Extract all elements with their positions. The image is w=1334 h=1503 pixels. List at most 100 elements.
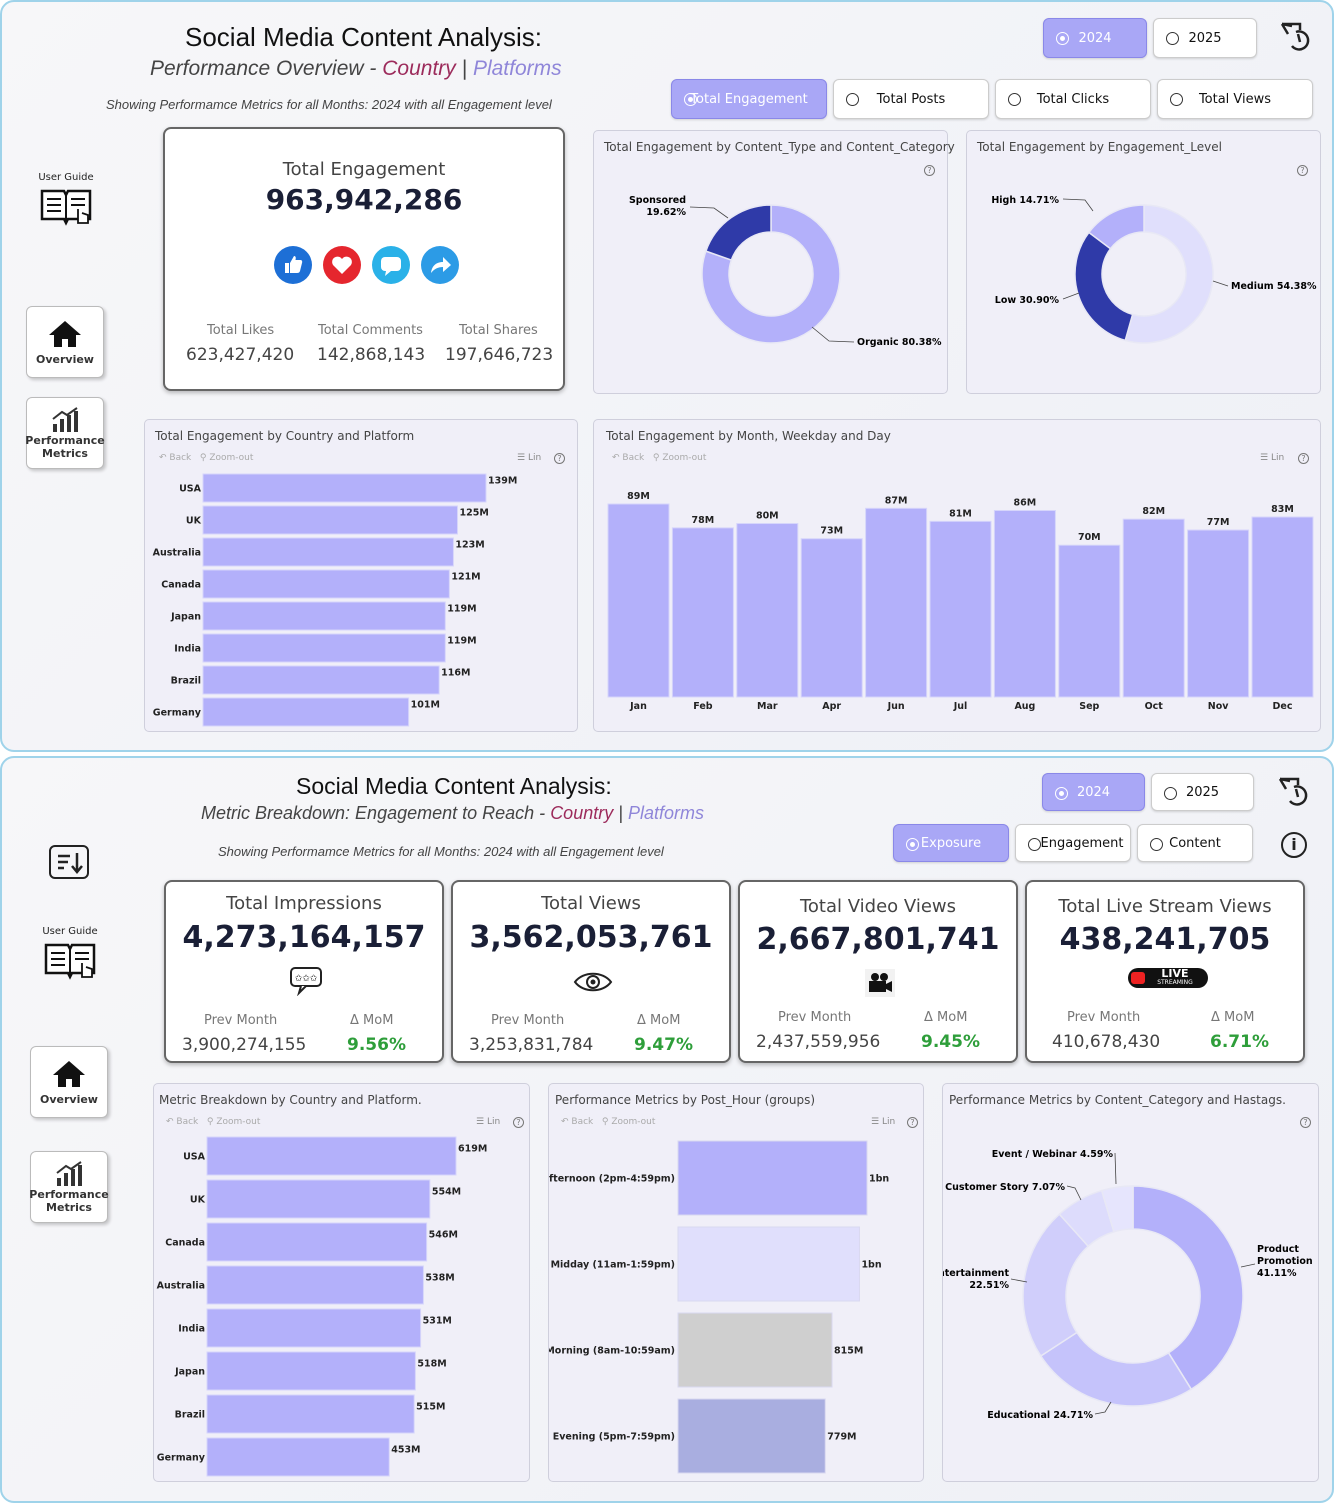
overview-nav-button[interactable]: Overview — [26, 306, 104, 378]
donut-label: Product — [1257, 1244, 1299, 1255]
category-label: Brazil — [175, 1410, 205, 1421]
comments-value: 142,868,143 — [317, 345, 426, 365]
bar-japan — [206, 1351, 416, 1391]
overview-nav-button[interactable]: Overview — [30, 1046, 108, 1118]
metric-total-views-button[interactable]: Total Views — [1157, 79, 1313, 119]
subtitle-country: Country — [550, 803, 614, 823]
svg-text:✩✩✩: ✩✩✩ — [295, 974, 318, 984]
value-label: 119M — [447, 636, 476, 647]
metric-total-clicks-button[interactable]: Total Clicks — [995, 79, 1151, 119]
country-bar-chart: USA 139M UK 125M Australia 123M Canada 121M Japa… — [153, 473, 517, 727]
help-icon[interactable]: ? — [554, 453, 565, 464]
bar-oct — [1122, 518, 1185, 698]
bar-australia — [206, 1265, 424, 1305]
value-label: 531M — [423, 1316, 452, 1327]
lin-toggle[interactable]: ☰ Lin — [517, 453, 542, 463]
category-label: Germany — [157, 1453, 206, 1464]
donut-slice-low — [1074, 231, 1134, 342]
value-label: 116M — [441, 668, 470, 679]
lin-toggle[interactable]: ☰ Lin — [871, 1117, 896, 1127]
category-label: Feb — [693, 701, 713, 712]
zoom-out-button[interactable]: ⚲ Zoom-out — [601, 1117, 656, 1127]
donut-label: Promotion — [1257, 1256, 1313, 1267]
donut-label: Medium 54.38% — [1231, 281, 1317, 292]
value-label: 70M — [1078, 532, 1101, 543]
year-2025-button[interactable]: 2025 — [1153, 18, 1257, 58]
subtitle-prefix: Metric Breakdown: Engagement to Reach - — [201, 803, 546, 823]
exposure-button[interactable]: Exposure — [893, 824, 1009, 862]
category-label: Australia — [157, 1281, 205, 1292]
overview-page: Social Media Content Analysis: Performan… — [0, 0, 1334, 752]
zoom-out-button[interactable]: ⚲ Zoom-out — [652, 453, 707, 463]
reset-icon[interactable] — [1278, 20, 1316, 54]
year-2024-button[interactable]: 2024 — [1042, 773, 1145, 811]
bar-usa — [206, 1136, 457, 1176]
metrics-page: Social Media Content Analysis: Metric Br… — [0, 756, 1334, 1503]
lin-toggle[interactable]: ☰ Lin — [1260, 453, 1285, 463]
help-icon[interactable]: ? — [924, 165, 935, 176]
category-label: Oct — [1145, 701, 1164, 712]
month-panel: Total Engagement by Month, Weekday and D… — [593, 419, 1321, 732]
lin-toggle[interactable]: ☰ Lin — [476, 1117, 501, 1127]
back-button[interactable]: ↶ Back — [159, 453, 192, 463]
help-icon[interactable]: ? — [1298, 453, 1309, 464]
filter-note: Showing Performamce Metrics for all Mont… — [218, 844, 664, 859]
radio-icon — [1028, 838, 1041, 851]
help-icon[interactable]: ? — [907, 1117, 918, 1128]
donut-slice-medium — [1124, 204, 1214, 344]
category-label: Apr — [822, 701, 841, 712]
reaction-icons — [274, 246, 459, 284]
page-subtitle: Performance Overview - Country | Platfor… — [150, 57, 562, 81]
radio-icon — [684, 93, 697, 106]
year-2025-button[interactable]: 2025 — [1151, 773, 1254, 811]
chart-growth-icon — [56, 1161, 82, 1186]
info-icon[interactable]: i — [1281, 832, 1307, 858]
value-label: 101M — [411, 700, 440, 711]
help-icon[interactable]: ? — [1300, 1117, 1311, 1128]
performance-metrics-nav-button[interactable]: Performance Metrics — [29, 1151, 109, 1223]
back-button[interactable]: ↶ Back — [166, 1117, 199, 1127]
back-button[interactable]: ↶ Back — [612, 453, 645, 463]
user-guide-button[interactable]: User Guide — [36, 172, 96, 231]
mom-value: 9.47% — [634, 1035, 693, 1055]
post-hour-bar-chart: Afternoon (2pm-4:59pm) 1bn Midday (11am-1:… — [549, 1140, 889, 1474]
zoom-out-button[interactable]: ⚲ Zoom-out — [206, 1117, 261, 1127]
book-icon — [44, 943, 96, 980]
kpi-value: 3,562,053,761 — [469, 920, 713, 955]
bar-post-hour — [677, 1140, 868, 1216]
category-label: USA — [179, 484, 202, 495]
subtitle-separator: | — [461, 57, 468, 80]
mom-value: 9.45% — [921, 1032, 980, 1052]
zoom-out-button[interactable]: ⚲ Zoom-out — [199, 453, 254, 463]
reset-icon[interactable] — [1276, 775, 1314, 809]
content-type-panel: Total Engagement by Content_Type and Con… — [593, 130, 955, 394]
engagement-button[interactable]: Engagement — [1015, 824, 1131, 862]
help-icon[interactable]: ? — [1297, 165, 1308, 176]
user-guide-button[interactable]: User Guide — [40, 926, 100, 985]
chart-title: Total Engagement by Content_Type and Con… — [604, 140, 955, 154]
value-label: 554M — [432, 1187, 461, 1198]
chart-title: Performance Metrics by Post_Hour (groups… — [555, 1093, 816, 1107]
live-streaming-icon: LIVE STREAMING — [1128, 968, 1208, 988]
kpi-title: Total Live Stream Views — [1058, 896, 1272, 917]
eye-icon — [573, 972, 613, 992]
likes-value: 623,427,420 — [186, 345, 295, 365]
help-icon[interactable]: ? — [513, 1117, 524, 1128]
radio-icon — [1056, 32, 1069, 45]
value-label: 77M — [1207, 517, 1230, 528]
metric-total-engagement-button[interactable]: Total Engagement — [671, 79, 827, 119]
home-icon — [53, 1060, 85, 1087]
category-label: India — [174, 644, 201, 655]
value-label: 125M — [459, 508, 488, 519]
mom-label: Δ MoM — [924, 1010, 968, 1025]
donut-slice-organic — [701, 204, 841, 344]
performance-metrics-nav-button[interactable]: Performance Metrics — [25, 397, 105, 469]
back-button[interactable]: ↶ Back — [561, 1117, 594, 1127]
bar-brazil — [202, 665, 440, 695]
category-label: UK — [186, 516, 202, 527]
category-label: Canada — [165, 1238, 205, 1249]
metric-total-posts-button[interactable]: Total Posts — [833, 79, 989, 119]
year-2024-button[interactable]: 2024 — [1043, 18, 1147, 58]
sort-icon[interactable] — [49, 845, 89, 879]
content-button[interactable]: Content — [1137, 824, 1253, 862]
